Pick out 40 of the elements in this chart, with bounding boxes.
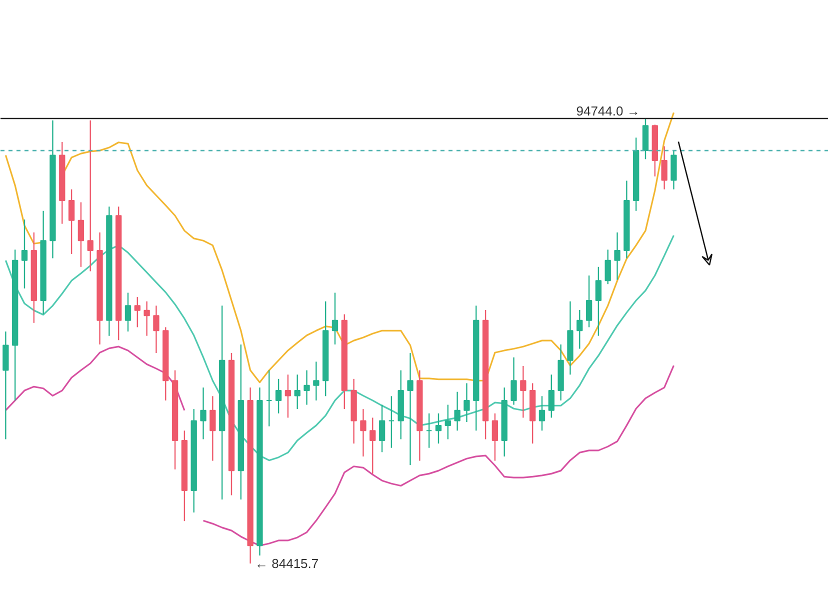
candlestick [68,188,75,255]
candlestick [407,352,414,466]
candlestick [144,300,150,336]
candlestick [538,396,546,432]
candlestick [604,249,611,285]
candlestick [266,370,272,427]
candlestick [492,412,498,462]
candlestick [370,417,376,474]
candlestick [21,218,28,290]
candlestick [284,374,292,418]
annotation: 94744.0 → [576,104,640,118]
candlestick [520,365,526,418]
candlestick [661,146,668,190]
candlestick [595,266,602,336]
candlestick [124,292,132,332]
candlestick [210,396,216,462]
candlestick [435,412,442,444]
candlestick [426,412,432,448]
candlestick [614,232,620,280]
candlestick [510,356,517,406]
candlestick [464,382,470,423]
candlestick [87,120,94,272]
candlestick [294,374,300,410]
candlestick [332,292,338,346]
candlestick [576,309,583,350]
candlestick [153,305,160,354]
candlestick [134,296,140,328]
candlestick [586,274,592,328]
candlestick [275,378,282,414]
candlestick [304,370,310,406]
candlestick [360,408,366,458]
candlestick [444,404,451,440]
candlestick [200,386,206,440]
candlestick [454,391,460,432]
annotation: ← 84415.7 [255,556,319,571]
candlestick [78,202,84,268]
candlestick [378,404,386,453]
candlestick [313,361,320,402]
candlestick [388,396,395,448]
candlestick [548,374,554,418]
